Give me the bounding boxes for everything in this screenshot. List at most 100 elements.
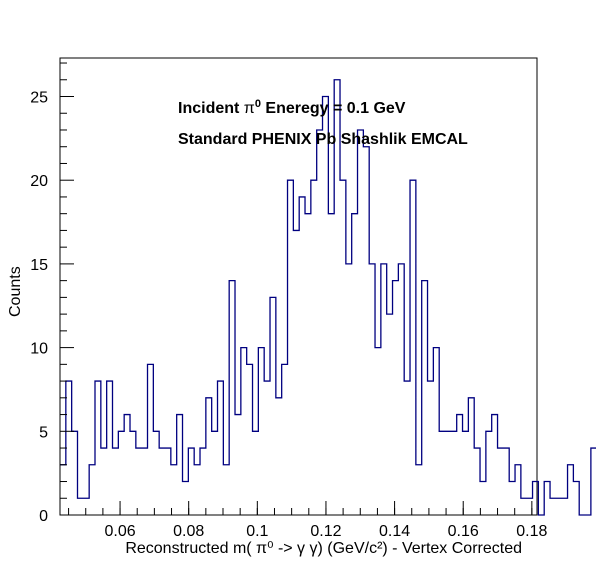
histogram-outline: [60, 79, 596, 516]
histogram-bin: [194, 465, 200, 515]
histogram-bin: [218, 381, 224, 515]
histogram-bin: [533, 482, 539, 515]
histogram-bin: [270, 297, 276, 515]
histogram-bin: [188, 448, 194, 515]
histogram-bin: [363, 147, 369, 515]
x-axis-title: Reconstructed m( π⁰ -> γ γ) (GeV/c²) - V…: [125, 540, 522, 557]
histogram-bin: [433, 348, 439, 515]
histogram-bin: [223, 465, 229, 515]
histogram-bin: [416, 465, 422, 515]
histogram-bin: [89, 465, 95, 515]
histogram-bin: [492, 415, 498, 515]
histogram-bin: [445, 431, 451, 515]
histogram-bin: [83, 498, 89, 515]
histogram-bin: [107, 381, 113, 515]
histogram-bin: [130, 431, 136, 515]
annotation-prefix: Incident: [178, 100, 244, 117]
histogram-bin: [544, 482, 550, 515]
histogram-bin: [515, 465, 521, 515]
histogram-bin: [212, 431, 218, 515]
histogram-bin: [282, 364, 288, 515]
histogram-bin: [241, 348, 247, 515]
histogram-bin: [457, 415, 463, 515]
x-tick-label: 0.18: [516, 523, 547, 540]
histogram-bin: [142, 448, 148, 515]
histogram-bin: [358, 130, 364, 515]
histogram-bin: [474, 448, 480, 515]
histogram-bin: [183, 482, 189, 515]
histogram-bin: [550, 498, 556, 515]
histogram-bin: [568, 465, 574, 515]
histogram-bin: [328, 214, 334, 515]
x-tick-label: 0.1: [246, 523, 268, 540]
pi-symbol: π: [244, 100, 255, 117]
histogram-bin: [165, 448, 171, 515]
histogram-bin: [346, 264, 352, 515]
histogram-bin: [451, 431, 457, 515]
histogram-bin: [124, 415, 130, 515]
histogram-bin: [148, 364, 154, 515]
plot-frame: [59, 57, 538, 516]
x-tick-label: 0.16: [448, 523, 479, 540]
histogram-bin: [264, 381, 270, 515]
y-tick-label: 25: [30, 90, 48, 107]
histogram-bin: [299, 197, 305, 515]
histogram-bin: [404, 381, 410, 515]
histogram-bin: [573, 482, 579, 515]
histogram-bin: [200, 448, 206, 515]
histogram-bin: [276, 398, 282, 515]
histogram-bin: [113, 448, 119, 515]
y-axis: 0 5 10 15 20 25: [30, 62, 74, 525]
histogram-bin: [247, 364, 253, 515]
histogram-bin: [387, 314, 393, 515]
histogram-bin: [317, 130, 323, 515]
histogram-bin: [591, 448, 596, 515]
histogram-bin: [498, 448, 504, 515]
histogram-bin: [468, 398, 474, 515]
histogram-bin: [78, 498, 84, 515]
histogram-bin: [381, 264, 387, 515]
histogram-bin: [229, 281, 235, 515]
histogram-bin: [352, 214, 358, 515]
histogram-bin: [60, 465, 66, 515]
histogram-bin: [428, 381, 434, 515]
y-tick-label: 0: [39, 508, 48, 525]
x-tick-label: 0.12: [310, 523, 341, 540]
histogram-bin: [556, 498, 562, 515]
histogram-bin: [323, 97, 329, 515]
histogram-bin: [153, 431, 159, 515]
histogram-bin: [95, 381, 101, 515]
histogram-bin: [562, 498, 568, 515]
histogram-bin: [486, 431, 492, 515]
histogram-bin: [439, 431, 445, 515]
histogram-bin: [311, 180, 317, 515]
annotation-detector: Standard PHENIX Pb Shashlik EMCAL: [178, 131, 468, 148]
histogram-bin: [422, 281, 428, 515]
histogram-bin: [72, 431, 78, 515]
y-tick-label: 10: [30, 341, 48, 358]
histogram-bin: [509, 482, 515, 515]
histogram-bin: [118, 431, 124, 515]
histogram-bin: [340, 180, 346, 515]
histogram-bin: [375, 348, 381, 515]
histogram-bin: [305, 214, 311, 515]
histogram-bin: [503, 448, 509, 515]
histogram-bin: [398, 264, 404, 515]
annotation-suffix: Eneregy = 0.1 GeV: [261, 100, 406, 117]
histogram-bin: [480, 482, 486, 515]
histogram-bars: [60, 79, 596, 516]
annotation-incident-energy: Incident π0 Eneregy = 0.1 GeV: [178, 98, 406, 117]
histogram-bin: [206, 398, 212, 515]
histogram-bin: [171, 465, 177, 515]
x-tick-label: 0.08: [173, 523, 204, 540]
histogram-bin: [521, 498, 527, 515]
y-tick-label: 20: [30, 173, 48, 190]
y-tick-label: 5: [39, 424, 48, 441]
histogram-bin: [136, 448, 142, 515]
histogram-bin: [235, 415, 241, 515]
pi-superscript: 0: [255, 98, 261, 110]
histogram-bin: [258, 348, 264, 515]
histogram-bin: [101, 448, 107, 515]
histogram-bin: [293, 230, 299, 515]
